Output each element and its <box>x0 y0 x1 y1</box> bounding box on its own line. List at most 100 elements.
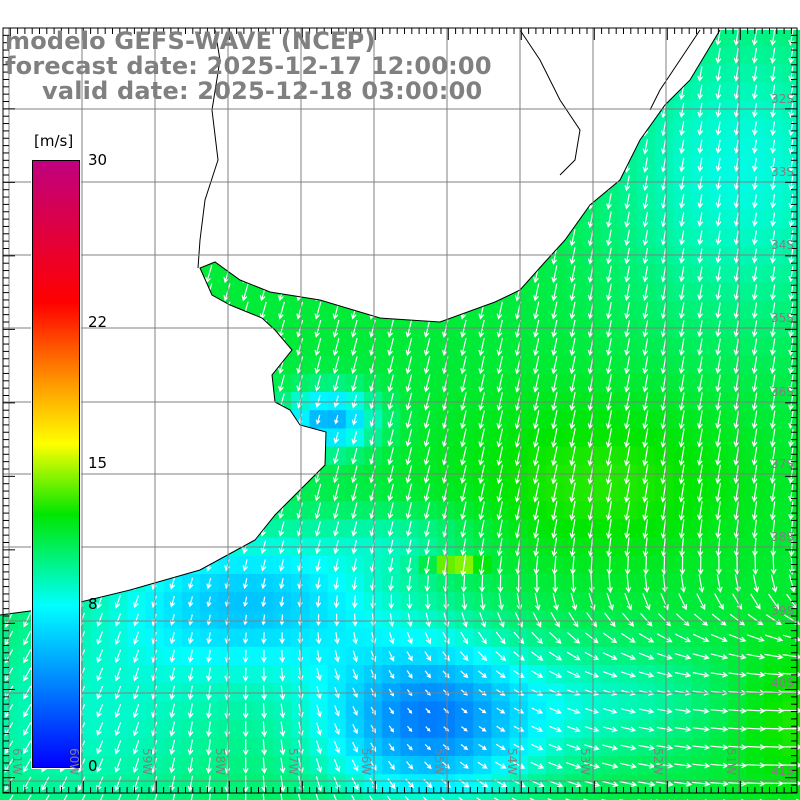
speed-cell <box>309 792 329 800</box>
speed-cell <box>127 319 147 338</box>
wind-arrow <box>23 137 31 156</box>
speed-cell <box>182 410 201 429</box>
wind-arrow <box>424 670 432 679</box>
wind-arrow <box>241 502 249 520</box>
wind-arrow <box>533 192 540 211</box>
wind-arrow <box>205 156 213 175</box>
wind-arrow <box>242 757 249 775</box>
longitude-label: 58W <box>213 748 227 776</box>
speed-cell <box>400 246 420 266</box>
wind-arrow <box>332 210 340 229</box>
wind-arrow <box>424 761 432 770</box>
wind-arrow <box>460 155 467 175</box>
speed-cell <box>491 210 511 229</box>
speed-cell <box>163 191 183 211</box>
wind-arrow <box>746 671 766 678</box>
speed-cell <box>418 210 438 229</box>
wind-arrow <box>96 576 103 591</box>
frame-ticks <box>2 27 798 794</box>
wind-arrow <box>351 375 358 392</box>
speed-cell <box>254 792 274 800</box>
speed-cell <box>364 173 383 193</box>
wind-arrow <box>660 428 667 448</box>
wind-arrow <box>605 446 613 467</box>
speed-cell <box>473 191 492 211</box>
wind-arrow <box>656 708 673 714</box>
colorbar-units: [m/s] <box>34 132 74 150</box>
wind-arrow <box>423 502 431 520</box>
wind-arrow <box>23 722 32 736</box>
wind-arrow <box>114 667 122 682</box>
wind-arrow <box>223 156 231 175</box>
wind-arrow <box>132 174 140 193</box>
wind-arrow <box>187 283 195 302</box>
speed-cell <box>182 155 201 175</box>
wind-arrow <box>584 670 600 678</box>
speed-cell <box>309 264 329 284</box>
wind-arrow <box>332 119 340 138</box>
speed-cell <box>345 282 365 302</box>
wind-arrow <box>655 781 674 787</box>
speed-cell <box>236 446 256 466</box>
wind-arrow <box>296 338 304 357</box>
wind-arrow <box>660 500 667 521</box>
wind-arrow <box>769 374 776 393</box>
speed-cell <box>527 137 547 156</box>
wind-arrow <box>496 210 503 229</box>
wind-arrow <box>206 577 212 590</box>
speed-cell <box>236 119 256 138</box>
speed-cell <box>91 246 110 266</box>
wind-arrow <box>606 47 612 65</box>
wind-arrow <box>751 446 758 466</box>
wind-arrow <box>751 356 758 375</box>
speed-cell <box>236 210 256 229</box>
speed-cell <box>382 173 401 193</box>
wind-arrow <box>656 671 673 678</box>
speed-cell <box>91 119 110 138</box>
speed-cell <box>236 191 256 211</box>
speed-cell <box>473 246 492 266</box>
speed-cell <box>254 446 274 466</box>
wind-arrow <box>241 392 249 411</box>
wind-arrow <box>314 137 322 156</box>
speed-cell <box>200 373 219 393</box>
wind-arrow <box>114 613 121 627</box>
speed-cell <box>418 155 438 175</box>
speed-cell <box>273 282 292 302</box>
wind-arrow <box>478 374 485 393</box>
wind-arrow <box>187 210 195 229</box>
wind-arrow <box>278 301 285 320</box>
wind-arrow <box>692 633 710 643</box>
wind-arrow <box>770 66 776 82</box>
speed-cell <box>418 173 438 193</box>
speed-cell <box>582 64 602 84</box>
wind-arrow <box>674 744 692 751</box>
wind-arrow <box>496 301 503 320</box>
wind-arrow <box>566 651 581 661</box>
wind-arrow <box>715 139 722 154</box>
wind-arrow <box>602 652 618 660</box>
wind-arrow <box>714 593 724 610</box>
wind-arrow <box>334 632 340 645</box>
wind-arrow <box>350 119 358 138</box>
wind-arrow <box>624 283 631 302</box>
wind-arrow <box>350 137 358 156</box>
wind-arrow <box>132 301 140 320</box>
speed-cell <box>618 792 638 800</box>
speed-cell <box>273 210 292 229</box>
wind-arrow <box>587 174 594 192</box>
wind-arrow <box>223 392 231 411</box>
speed-cell <box>473 30 492 47</box>
wind-arrow <box>296 119 304 138</box>
wind-arrow <box>187 338 195 357</box>
wind-arrow <box>150 793 158 800</box>
wind-arrow <box>770 338 776 356</box>
wind-arrow <box>407 725 413 733</box>
wind-arrow <box>388 669 395 680</box>
speed-cell <box>91 355 110 375</box>
wind-arrow <box>606 592 614 611</box>
wind-arrow <box>496 283 503 302</box>
wind-arrow <box>624 193 631 210</box>
speed-cell <box>491 137 511 156</box>
wind-arrow <box>496 83 503 102</box>
